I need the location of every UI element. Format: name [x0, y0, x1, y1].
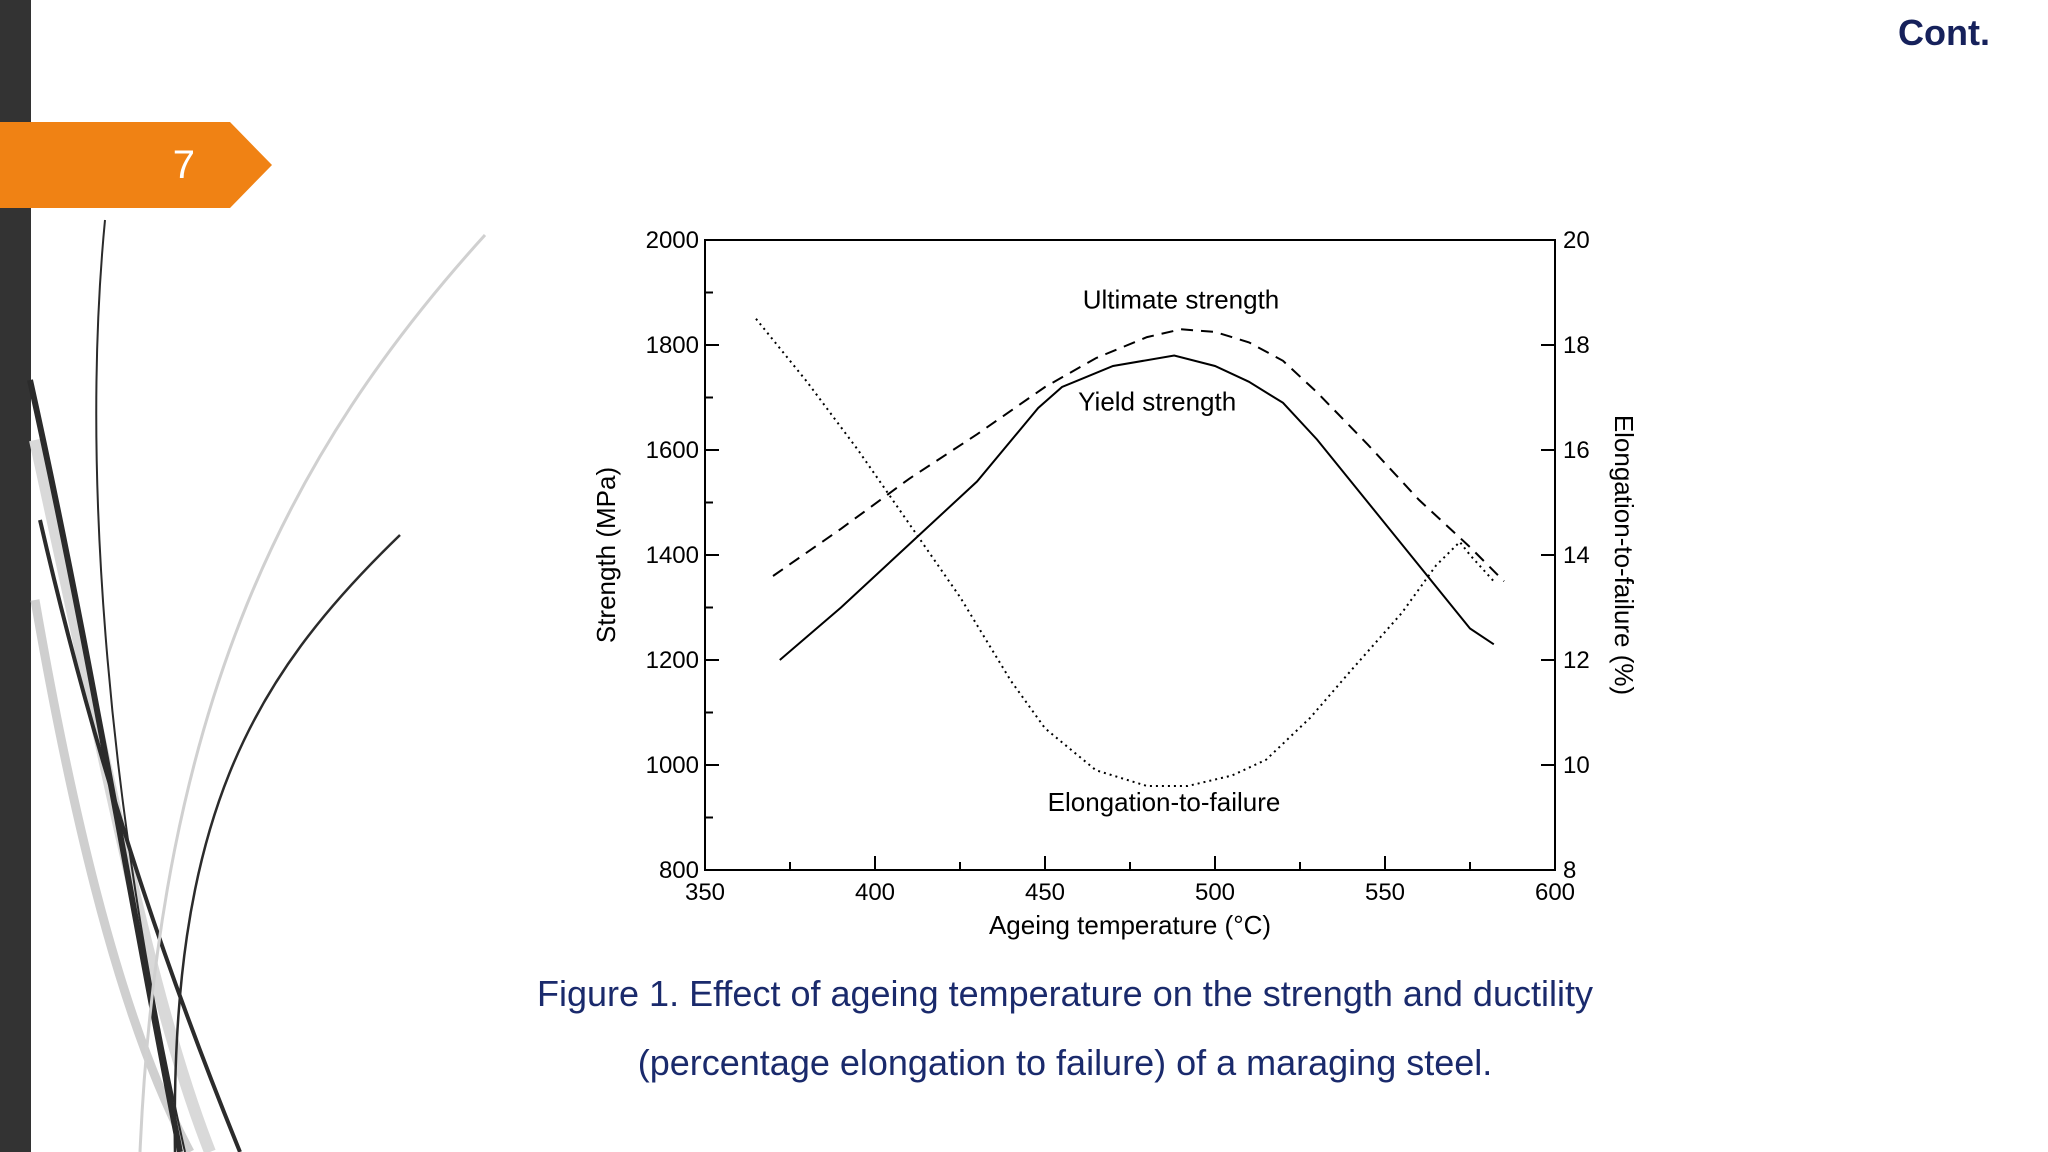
x-axis-title: Ageing temperature (°C) [989, 910, 1271, 940]
plot-frame [705, 240, 1555, 870]
y-tick-label: 2000 [646, 227, 699, 254]
figure-caption-line-2: (percentage elongation to failure) of a … [400, 1042, 1730, 1084]
x-tick-label: 450 [1025, 879, 1065, 906]
figure-caption-line-1: Figure 1. Effect of ageing temperature o… [400, 973, 1730, 1015]
page-number: 7 [0, 122, 195, 208]
annotation-yield-strength: Yield strength [1078, 387, 1236, 417]
y-tick-label: 1600 [646, 437, 699, 464]
y-axis-title: Strength (MPa) [591, 467, 621, 643]
y-tick-label: 1200 [646, 647, 699, 674]
y2-tick-label: 12 [1563, 647, 1590, 674]
y2-tick-label: 10 [1563, 752, 1590, 779]
y-tick-label: 1000 [646, 752, 699, 779]
y2-tick-label: 8 [1563, 857, 1576, 884]
chart: 350 400 450 500 550 6008001000120014001600180… [590, 220, 1650, 950]
chart-labels: 350 400 450 500 550 6008001000120014001600180… [591, 227, 1639, 940]
y-tick-label: 800 [659, 857, 699, 884]
x-tick-label: 500 [1195, 879, 1235, 906]
annotation-ultimate-strength: Ultimate strength [1083, 284, 1280, 314]
x-tick-label: 550 [1365, 879, 1405, 906]
y2-tick-label: 18 [1563, 332, 1590, 359]
y-tick-label: 1800 [646, 332, 699, 359]
header-label: Cont. [1898, 12, 1990, 54]
y2-tick-label: 14 [1563, 542, 1590, 569]
series-line-ultimate-strength [773, 329, 1504, 581]
y2-tick-label: 20 [1563, 227, 1590, 254]
y-tick-label: 1400 [646, 542, 699, 569]
tick-marks [705, 240, 1555, 870]
y2-tick-label: 16 [1563, 437, 1590, 464]
y2-axis-title: Elongation-to-failure (%) [1609, 415, 1639, 695]
page-number-tab: 7 [0, 122, 272, 208]
x-tick-label: 400 [855, 879, 895, 906]
annotation-elongation-to-failure: Elongation-to-failure [1048, 787, 1281, 817]
